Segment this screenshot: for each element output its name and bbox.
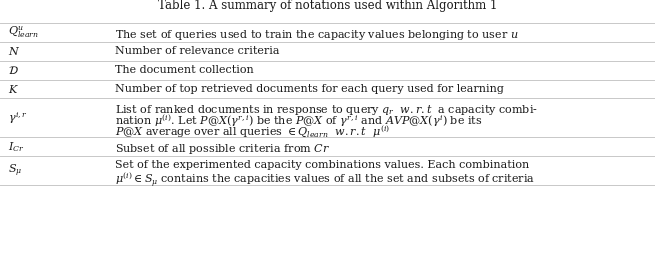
Text: Set of the experimented capacity combinations values. Each combination: Set of the experimented capacity combina… — [115, 161, 529, 170]
Text: $S_{\mu}$: $S_{\mu}$ — [8, 162, 22, 179]
Text: Table 1. A summary of notations used within Algorithm 1: Table 1. A summary of notations used wit… — [158, 0, 497, 12]
Text: $I_{Cr}$: $I_{Cr}$ — [8, 140, 24, 154]
Text: $K$: $K$ — [8, 83, 19, 95]
Text: $Q^{u}_{learn}$: $Q^{u}_{learn}$ — [8, 25, 39, 40]
Text: $\mu^{(i)} \in S_{\mu}$ contains the capacities values of all the set and subset: $\mu^{(i)} \in S_{\mu}$ contains the cap… — [115, 170, 534, 189]
Text: The set of queries used to train the capacity values belonging to user $u$: The set of queries used to train the cap… — [115, 28, 518, 42]
Text: $\gamma^{i,r}$: $\gamma^{i,r}$ — [8, 110, 28, 126]
Text: Number of top retrieved documents for each query used for learning: Number of top retrieved documents for ea… — [115, 84, 504, 94]
Text: List of ranked documents in response to query $q_r$  $w.r.t$  a capacity combi-: List of ranked documents in response to … — [115, 103, 538, 117]
Text: $N$: $N$ — [8, 45, 20, 58]
Text: $\mathcal{D}$: $\mathcal{D}$ — [8, 64, 18, 76]
Text: nation $\mu^{(i)}$. Let $P@X(\gamma^{r,i})$ be the $P@X$ of $\gamma^{r,i}$ and $: nation $\mu^{(i)}$. Let $P@X(\gamma^{r,i… — [115, 113, 482, 129]
Text: The document collection: The document collection — [115, 65, 253, 75]
Text: Number of relevance criteria: Number of relevance criteria — [115, 47, 279, 56]
Text: $P@X$ average over all queries $\in Q_{learn}$  $w.r.t$  $\mu^{(i)}$: $P@X$ average over all queries $\in Q_{l… — [115, 123, 390, 139]
Text: Subset of all possible criteria from $Cr$: Subset of all possible criteria from $Cr… — [115, 142, 330, 156]
